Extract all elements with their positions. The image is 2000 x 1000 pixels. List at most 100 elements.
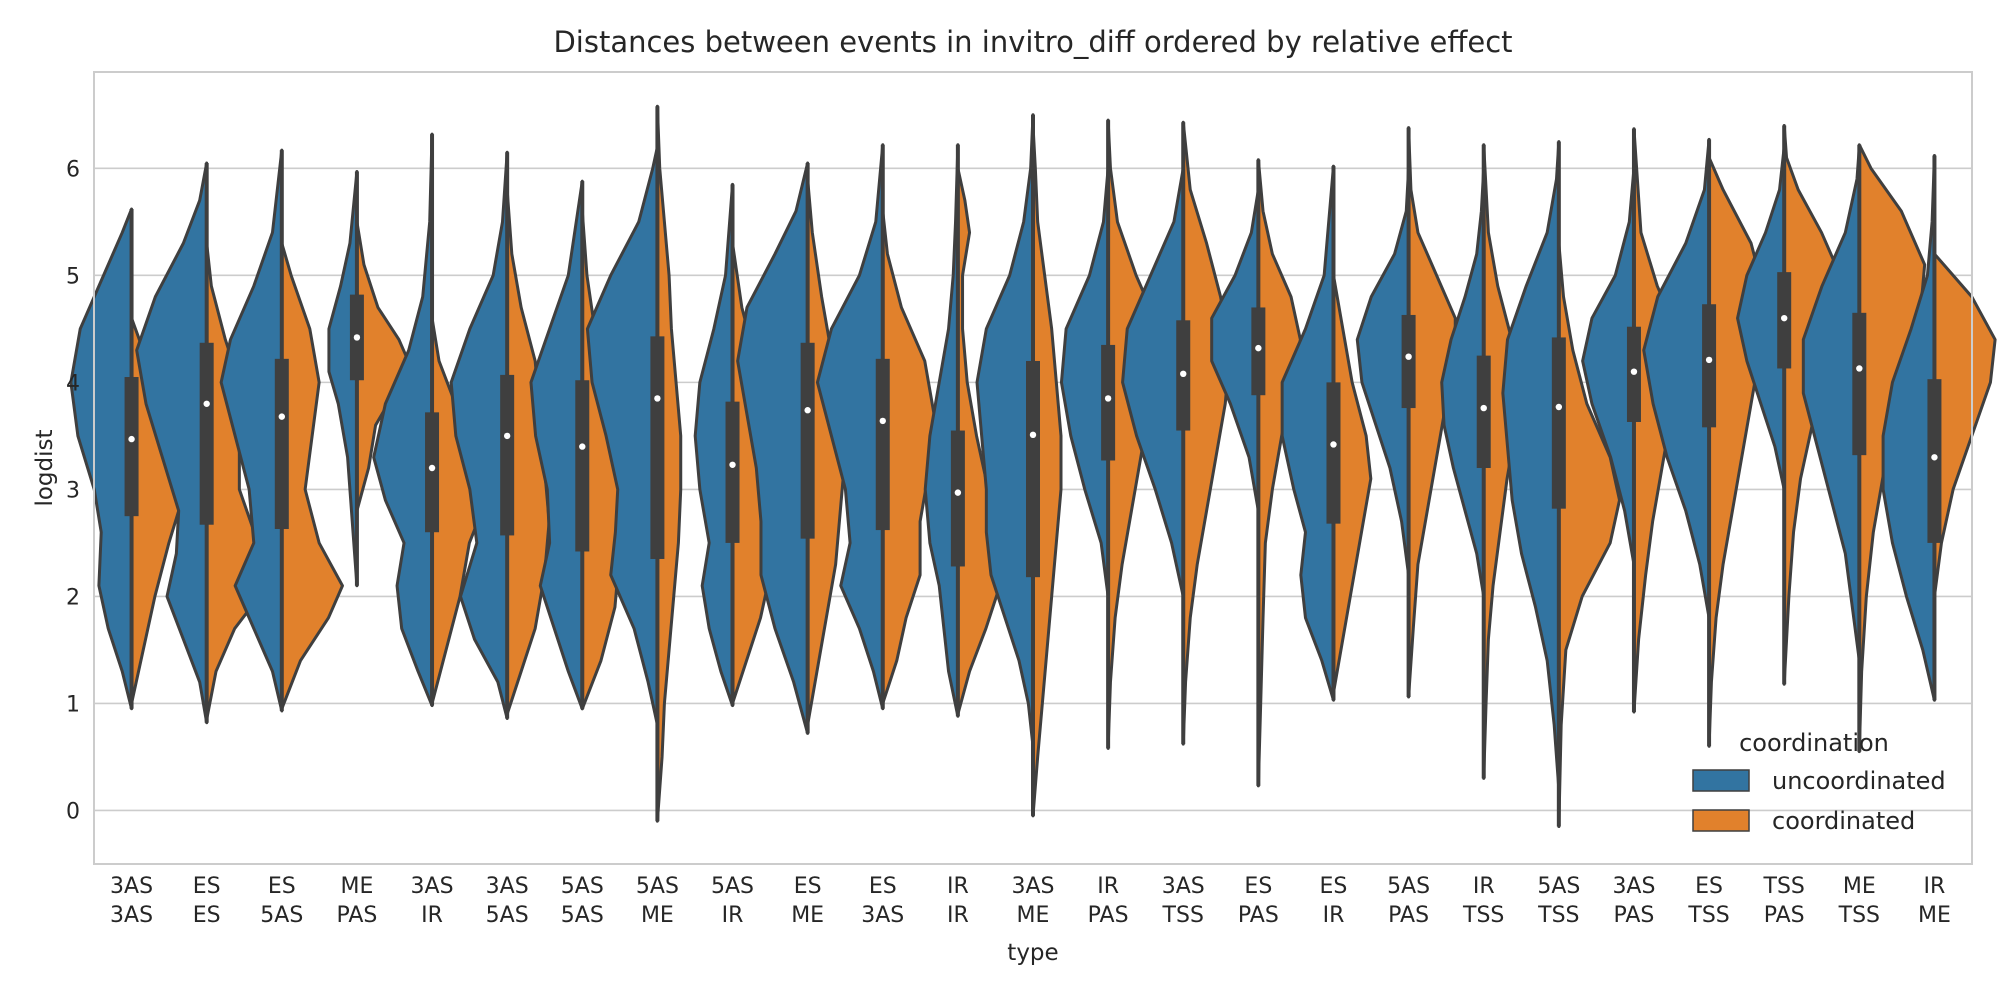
x-tick-label-top: 5AS xyxy=(1387,874,1430,899)
median-marker xyxy=(1781,314,1788,322)
iqr-box xyxy=(1852,312,1867,456)
x-tick-label-bottom: 3AS xyxy=(110,903,153,928)
iqr-box xyxy=(1476,355,1491,468)
legend-label-coordinated: coordinated xyxy=(1772,807,1915,835)
violin-half-coordinated xyxy=(1181,120,1232,746)
violin-half-uncoordinated xyxy=(1501,140,1561,791)
iqr-box xyxy=(575,380,590,552)
median-marker xyxy=(128,435,135,443)
x-tick-label-top: 3AS xyxy=(486,874,529,899)
violin-half-coordinated xyxy=(1331,273,1373,695)
x-tick-label-bottom: PAS xyxy=(1238,903,1279,928)
x-axis-title: type xyxy=(1007,940,1058,966)
x-tick-label-top: IR xyxy=(1473,874,1495,899)
median-marker xyxy=(729,461,736,468)
iqr-box xyxy=(1551,337,1566,509)
x-tick-label-bottom: ME xyxy=(1918,903,1951,928)
x-tick-label-bottom: ME xyxy=(791,903,824,928)
violin-half-uncoordinated xyxy=(1280,164,1335,702)
violin-half-uncoordinated xyxy=(69,207,134,711)
violin-half-uncoordinated xyxy=(529,179,584,711)
iqr-box xyxy=(425,412,440,533)
x-tick-label-bottom: ME xyxy=(641,903,674,928)
iqr-box xyxy=(1101,344,1116,461)
x-tick-label-bottom: TSS xyxy=(1537,903,1579,928)
x-tick-label-bottom: ME xyxy=(1017,903,1050,928)
legend-swatch-coordinated xyxy=(1692,809,1750,832)
x-tick-label-bottom: 5AS xyxy=(260,903,303,928)
legend-title: coordination xyxy=(1739,729,1889,757)
median-marker xyxy=(503,432,511,440)
x-tick-label-bottom: TSS xyxy=(1162,903,1204,928)
x-tick-label-top: ES xyxy=(1695,874,1723,899)
iqr-box xyxy=(274,358,289,530)
median-marker xyxy=(1480,404,1487,412)
x-tick-label-top: 3AS xyxy=(1011,874,1054,899)
iqr-box xyxy=(650,336,665,559)
median-marker xyxy=(1705,356,1713,364)
y-tick-label: 3 xyxy=(66,478,80,503)
x-tick-label-top: 5AS xyxy=(561,874,604,899)
iqr-box xyxy=(1927,379,1942,543)
x-tick-label-top: 5AS xyxy=(636,874,679,899)
y-tick-label: 2 xyxy=(66,585,80,610)
y-tick-label: 0 xyxy=(66,799,80,824)
violin-half-uncoordinated xyxy=(327,170,359,588)
median-marker xyxy=(1856,365,1863,372)
x-tick-label-bottom: 3AS xyxy=(861,903,904,928)
median-marker xyxy=(804,407,811,414)
x-tick-label-top: ME xyxy=(1843,874,1876,899)
box-overlays xyxy=(124,106,1942,827)
x-tick-label-top: ES xyxy=(794,874,822,899)
iqr-box xyxy=(1401,314,1416,409)
median-marker xyxy=(278,413,285,420)
violin-half-uncoordinated xyxy=(736,161,810,735)
legend-swatch-uncoordinated xyxy=(1692,769,1750,792)
y-tick-label: 6 xyxy=(66,157,80,182)
violin-half-uncoordinated xyxy=(1210,188,1260,513)
legend-label-uncoordinated: uncoordinated xyxy=(1772,767,1946,795)
median-marker xyxy=(1931,454,1938,461)
x-tick-label-top: 3AS xyxy=(1162,874,1205,899)
median-marker xyxy=(954,489,962,496)
median-marker xyxy=(1180,370,1187,378)
iqr-box xyxy=(950,430,965,567)
x-tick-label-top: ES xyxy=(193,874,221,899)
median-marker xyxy=(428,464,436,472)
violin-half-uncoordinated xyxy=(219,148,284,713)
violin-half-uncoordinated xyxy=(585,145,659,727)
x-tick-label-top: IR xyxy=(1924,874,1946,899)
violin-half-uncoordinated xyxy=(975,113,1035,748)
x-tick-label-bottom: 5AS xyxy=(561,903,604,928)
x-tick-label-bottom: PAS xyxy=(1614,903,1655,928)
violin-half-coordinated xyxy=(956,166,1002,716)
violin-half-uncoordinated xyxy=(1736,145,1786,491)
violin-half-coordinated xyxy=(280,241,344,711)
median-marker xyxy=(203,400,210,407)
x-tick-label-top: 5AS xyxy=(711,874,754,899)
y-tick-label: 4 xyxy=(66,371,80,396)
x-tick-labels: 3AS 3AS ES ES ES 5AS ME PAS 3AS IR 3AS 5AS 5AS 5AS 5AS… xyxy=(110,874,1951,928)
x-tick-label-top: ME xyxy=(340,874,373,899)
x-tick-label-top: IR xyxy=(1097,874,1119,899)
x-tick-label-bottom: PAS xyxy=(1388,903,1429,928)
violin-half-uncoordinated xyxy=(372,132,434,708)
y-tick-labels: 0 1 2 3 4 5 6 xyxy=(66,157,80,824)
x-tick-label-bottom: IR xyxy=(722,903,744,928)
x-tick-label-top: 3AS xyxy=(1612,874,1655,899)
violin-half-coordinated xyxy=(1031,124,1063,818)
violin-half-uncoordinated xyxy=(815,143,885,711)
y-tick-label: 1 xyxy=(66,692,80,717)
x-tick-label-top: ES xyxy=(1244,874,1272,899)
x-tick-label-bottom: ES xyxy=(193,903,221,928)
x-tick-label-top: 5AS xyxy=(1537,874,1580,899)
iqr-box xyxy=(800,342,815,539)
median-marker xyxy=(1630,368,1638,375)
x-tick-label-bottom: IR xyxy=(421,903,443,928)
y-axis-title: logdist xyxy=(32,429,58,506)
x-tick-label-top: ES xyxy=(869,874,897,899)
median-marker xyxy=(579,443,586,450)
median-marker xyxy=(1029,431,1037,439)
median-marker xyxy=(1104,395,1112,402)
